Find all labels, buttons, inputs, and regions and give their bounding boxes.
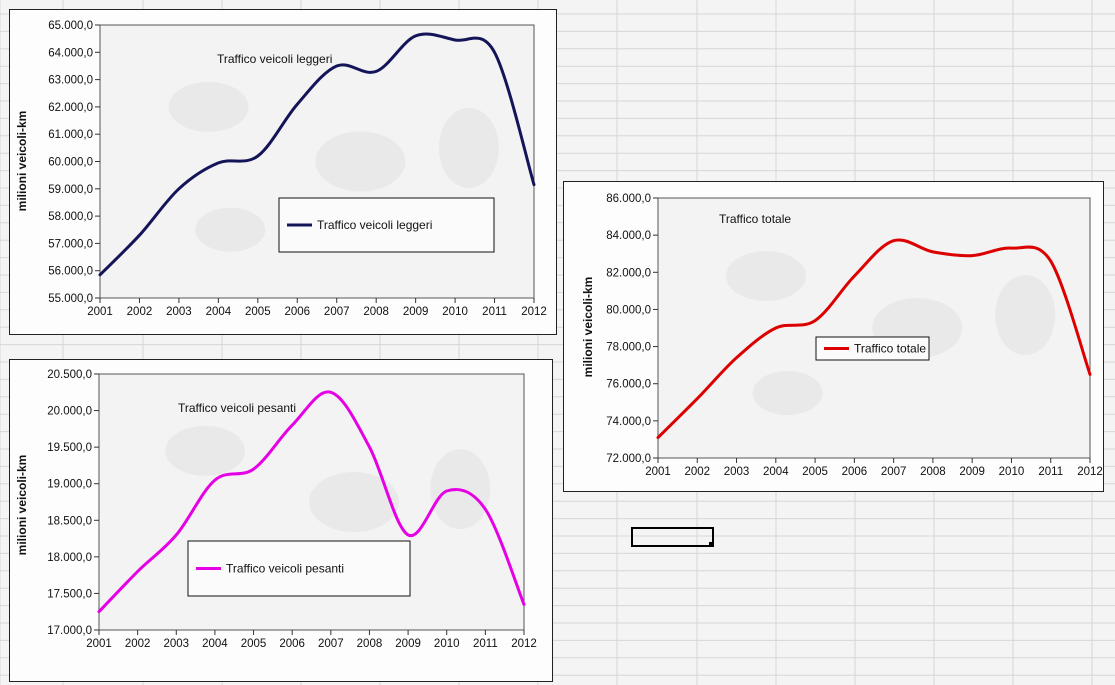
x-tick-label: 2005 xyxy=(241,638,267,650)
x-tick-label: 2006 xyxy=(279,638,305,650)
chart-traffico-totale[interactable]: 72.000,0 74.000,0 76.000,0 78.000,0 80.000,0… xyxy=(563,181,1104,492)
x-tick-label: 2008 xyxy=(920,466,946,478)
y-tick-label: 74.000,0 xyxy=(606,416,651,428)
y-tick-label: 18.500,0 xyxy=(47,515,92,527)
legend-box xyxy=(815,336,930,361)
y-tick-label: 72.000,0 xyxy=(606,453,651,465)
y-tick-label: 59.000,0 xyxy=(48,184,93,196)
x-tick-label: 2004 xyxy=(763,466,789,478)
chart-totale-svg: 72.000,0 74.000,0 76.000,0 78.000,0 80.000,0… xyxy=(581,193,1103,478)
chart-leggeri-svg: 55.000,0 56.000,0 57.000,0 58.000,0 59.000,0… xyxy=(15,20,547,318)
x-tick-label: 2008 xyxy=(357,638,383,650)
y-tick-label: 63.000,0 xyxy=(48,75,93,87)
y-tick-label: 17.000,0 xyxy=(47,625,92,637)
y-axis-label: milioni veicoli-km xyxy=(581,277,595,378)
chart-title: Traffico veicoli pesanti xyxy=(178,401,296,415)
y-tick-label: 61.000,0 xyxy=(48,129,93,141)
x-tick-label: 2006 xyxy=(842,466,868,478)
x-tick-label: 2003 xyxy=(724,466,750,478)
chart-veicoli-pesanti[interactable]: 17.000,0 17.500,0 18.000,0 18.500,0 19.000,0… xyxy=(9,359,553,682)
legend-label: Traffico veicoli pesanti xyxy=(226,562,344,576)
y-tick-label: 65.000,0 xyxy=(48,20,93,32)
chart-title: Traffico totale xyxy=(719,212,791,226)
x-tick-label: 2009 xyxy=(395,638,421,650)
x-tick-label: 2012 xyxy=(1077,466,1103,478)
y-tick-label: 86.000,0 xyxy=(606,193,651,205)
selected-cell[interactable] xyxy=(631,527,714,547)
y-tick-label: 76.000,0 xyxy=(606,379,651,391)
plot-texture xyxy=(995,275,1056,355)
x-tick-label: 2008 xyxy=(363,306,389,318)
series-line xyxy=(656,238,1092,440)
y-tick-label: 19.000,0 xyxy=(47,479,92,491)
series-line xyxy=(98,32,536,277)
series-line xyxy=(97,390,526,614)
x-tick-label: 2010 xyxy=(442,306,468,318)
y-tick-label: 60.000,0 xyxy=(48,157,93,169)
y-tick-label: 80.000,0 xyxy=(606,304,651,316)
y-tick-label: 64.000,0 xyxy=(48,47,93,59)
x-tick-label: 2003 xyxy=(166,306,192,318)
y-tick-label: 84.000,0 xyxy=(606,230,651,242)
y-tick-label: 78.000,0 xyxy=(606,342,651,354)
plot-texture xyxy=(438,107,499,188)
x-tick-label: 2009 xyxy=(403,306,429,318)
x-tick-label: 2010 xyxy=(434,638,460,650)
x-tick-label: 2010 xyxy=(999,466,1025,478)
x-tick-label: 2011 xyxy=(1038,466,1063,478)
y-tick-label: 62.000,0 xyxy=(48,102,93,114)
x-tick-label: 2005 xyxy=(245,306,271,318)
plot-texture xyxy=(168,81,249,132)
x-tick-label: 2006 xyxy=(284,306,310,318)
x-tick-label: 2002 xyxy=(684,466,710,478)
x-tick-label: 2001 xyxy=(86,638,112,650)
x-tick-label: 2002 xyxy=(125,638,151,650)
x-tick-label: 2007 xyxy=(324,306,350,318)
y-tick-label: 18.000,0 xyxy=(47,552,92,564)
x-tick-label: 2011 xyxy=(473,638,498,650)
y-tick-label: 55.000,0 xyxy=(48,293,93,305)
legend-label: Traffico veicoli leggeri xyxy=(317,218,432,232)
fill-handle[interactable] xyxy=(709,542,714,547)
y-axis-label: milioni veicoli-km xyxy=(15,455,29,556)
x-tick-label: 2002 xyxy=(127,306,153,318)
chart-title: Traffico veicoli leggeri xyxy=(217,52,332,66)
x-tick-label: 2009 xyxy=(959,466,985,478)
y-tick-label: 20.000,0 xyxy=(47,406,92,418)
x-tick-label: 2005 xyxy=(802,466,828,478)
y-tick-label: 82.000,0 xyxy=(606,267,651,279)
x-tick-label: 2011 xyxy=(482,306,507,318)
y-tick-label: 19.500,0 xyxy=(47,442,92,454)
plot-texture xyxy=(195,207,266,252)
y-tick-label: 20.500,0 xyxy=(47,369,92,381)
x-tick-label: 2012 xyxy=(511,638,537,650)
y-axis-label: milioni veicoli-km xyxy=(15,111,29,212)
x-tick-label: 2004 xyxy=(206,306,232,318)
y-tick-label: 17.500,0 xyxy=(47,588,92,600)
chart-veicoli-leggeri[interactable]: 55.000,0 56.000,0 57.000,0 58.000,0 59.000,0… xyxy=(9,9,557,335)
legend-label: Traffico totale xyxy=(854,342,926,356)
plot-texture xyxy=(309,472,399,532)
y-tick-label: 58.000,0 xyxy=(48,211,93,223)
plot-texture xyxy=(315,131,406,192)
y-tick-label: 57.000,0 xyxy=(48,238,93,250)
x-tick-label: 2001 xyxy=(87,306,113,318)
x-tick-label: 2012 xyxy=(521,306,547,318)
x-tick-label: 2007 xyxy=(881,466,907,478)
plot-texture xyxy=(752,371,823,415)
x-tick-label: 2001 xyxy=(645,466,671,478)
plot-texture xyxy=(726,251,806,301)
chart-pesanti-svg: 17.000,0 17.500,0 18.000,0 18.500,0 19.000,0… xyxy=(15,369,537,650)
x-tick-label: 2004 xyxy=(202,638,228,650)
y-tick-label: 56.000,0 xyxy=(48,266,93,278)
x-tick-label: 2007 xyxy=(318,638,344,650)
plot-texture xyxy=(165,425,246,476)
legend-box xyxy=(187,540,411,597)
legend-box xyxy=(278,197,495,253)
x-tick-label: 2003 xyxy=(163,638,189,650)
